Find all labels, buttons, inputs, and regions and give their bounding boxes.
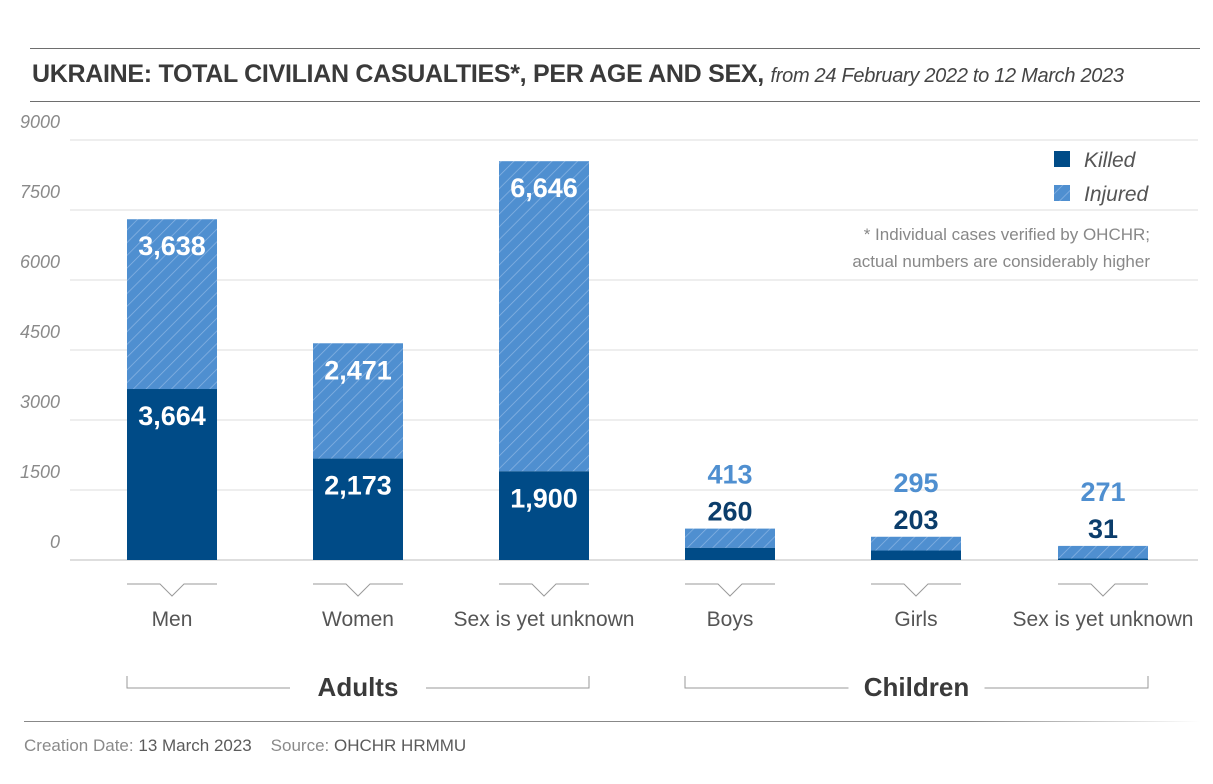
category-groups: Adults Children [126,672,1149,702]
footer-divider [24,721,1200,722]
bar-killed [685,547,775,560]
y-tick-label: 6000 [20,252,60,272]
data-label-injured: 413 [707,460,752,490]
category-label: Girls [894,608,937,631]
footer: Creation Date: 13 March 2023 Source: OHC… [24,736,466,756]
category-label: Boys [707,608,754,631]
bar-killed [127,389,217,560]
bar-killed [1058,558,1148,560]
data-label-injured: 6,646 [510,173,578,203]
data-label-killed: 31 [1088,514,1118,544]
y-tick-label: 0 [50,532,60,552]
data-label-killed: 2,173 [324,471,392,501]
bar-killed [871,550,961,560]
chart-title: UKRAINE: TOTAL CIVILIAN CASUALTIES*, PER… [32,60,1124,89]
group-bracket-right [426,676,590,689]
category-tick [1058,583,1148,597]
data-label-injured: 3,638 [138,231,206,261]
data-label-killed: 260 [707,497,752,527]
category-tick [685,583,775,597]
chart-canvas: 0 1500 3000 4500 6000 7500 9000 3,664 3,638 2,17… [20,112,1198,702]
data-label-injured: 271 [1080,477,1125,507]
data-label-killed: 3,664 [138,401,206,431]
group-label: Adults [318,672,399,702]
bar-injured [499,161,589,472]
category-tick [871,583,961,597]
chart-subtitle: from 24 February 2022 to 12 March 2023 [770,65,1125,87]
group-label: Children [864,672,969,702]
category-label: Sex is yet unknown [1013,608,1194,631]
bars: 3,664 3,638 2,173 2,471 1,900 6,646 260 413 203 2… [127,161,1148,560]
data-label-injured: 2,471 [324,355,392,385]
gridlines [70,139,1198,561]
category-label: Sex is yet unknown [454,608,635,631]
bar-injured [127,219,217,390]
bar-injured [685,528,775,548]
bar-killed [313,458,403,560]
y-tick-label: 7500 [20,182,60,202]
legend-swatch-injured [1054,185,1070,201]
legend-label-injured: Injured [1084,183,1150,206]
legend-swatch-killed [1054,151,1070,167]
y-tick-label: 4500 [20,322,60,342]
group-bracket-right [984,676,1149,689]
category-tick [499,583,589,597]
bar-injured [1058,545,1148,559]
category-tick [127,583,217,597]
data-label-injured: 295 [893,468,938,498]
group-bracket-left [684,676,849,689]
y-tick-label: 1500 [20,462,60,482]
category-label: Men [152,608,193,631]
y-tick-label: 3000 [20,392,60,412]
creation-date-value: 13 March 2023 [138,736,252,755]
category-tick [313,583,403,597]
bar-injured [313,343,403,459]
footnote: * Individual cases verified by OHCHR; ac… [852,225,1150,271]
footnote-line-2: actual numbers are considerably higher [852,252,1150,271]
footnote-line-1: * Individual cases verified by OHCHR; [864,225,1150,244]
data-label-killed: 203 [893,505,938,535]
data-label-killed: 1,900 [510,483,578,513]
creation-date-label: Creation Date: [24,736,134,755]
bar-killed [499,471,589,560]
group-bracket-left [126,676,290,689]
source-value: OHCHR HRMMU [334,736,467,755]
chart-title-main: UKRAINE: TOTAL CIVILIAN CASUALTIES*, PER… [32,60,764,88]
source-label: Source: [270,736,330,755]
bar-injured [871,536,961,551]
title-bar: UKRAINE: TOTAL CIVILIAN CASUALTIES*, PER… [30,48,1200,102]
y-axis: 0 1500 3000 4500 6000 7500 9000 [20,112,60,552]
x-axis: Men Women Sex is yet unknown Boys Girls Sex i… [127,583,1194,631]
legend: Killed Injured [1054,149,1150,206]
y-tick-label: 9000 [20,112,60,132]
legend-label-killed: Killed [1084,149,1137,172]
category-label: Women [322,608,394,631]
